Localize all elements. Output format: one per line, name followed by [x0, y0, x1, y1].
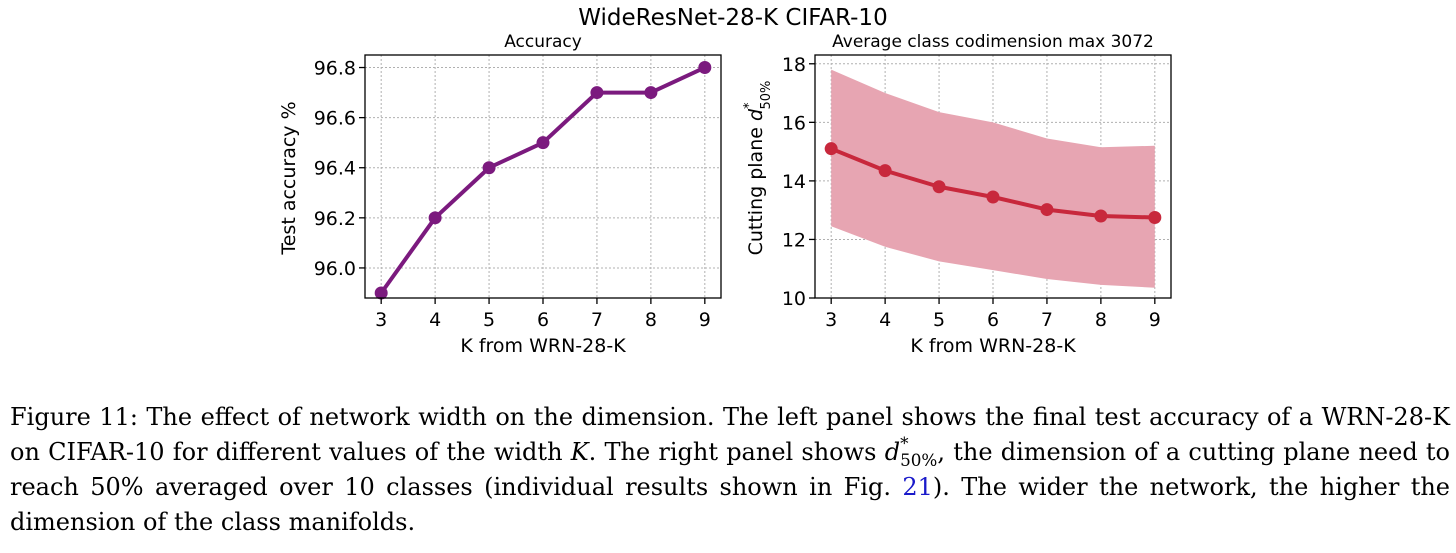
codimension-data-point [1094, 209, 1108, 223]
codimension-bands [831, 69, 1155, 288]
accuracy-data-point [698, 61, 712, 75]
caption-text-3: , the dimension of a cutting plane need … [10, 438, 1450, 501]
accuracy-x-tick-label: 3 [375, 309, 387, 331]
accuracy-x-axis-label: K from WRN-28-K [460, 335, 626, 357]
codimension-x-tick-label: 4 [879, 309, 891, 331]
accuracy-x-tick-label: 9 [699, 309, 711, 331]
codimension-y-axis-label: Cutting plane d* 50% [742, 81, 774, 256]
accuracy-data-point [428, 211, 442, 225]
codimension-confidence-band [831, 69, 1155, 288]
caption-d-sub: 50% [900, 449, 938, 470]
figure-reference-link[interactable]: 21 [902, 473, 933, 501]
codimension-markers [824, 142, 1162, 224]
codimension-x-tick-label: 7 [1041, 309, 1053, 331]
accuracy-y-axis-label: Test accuracy % [278, 101, 300, 255]
accuracy-x-tick-label: 8 [645, 309, 657, 331]
accuracy-y-tick-label: 96.8 [314, 58, 356, 80]
codimension-x-tick-label: 6 [987, 309, 999, 331]
accuracy-data-point [374, 286, 388, 300]
codimension-plot-frame [814, 54, 1172, 299]
codimension-data-point [824, 142, 838, 156]
caption-text-4: ). The wider the network, the higher the… [10, 473, 1451, 536]
codimension-x-tick-label: 3 [825, 309, 837, 331]
accuracy-data-point [482, 161, 496, 175]
caption-d-letter: d [884, 438, 901, 466]
codimension-x-tick-label: 9 [1149, 309, 1161, 331]
codimension-y-tick-label: 12 [782, 229, 806, 251]
codimension-data-point [878, 164, 892, 178]
accuracy-y-tick-label: 96.0 [314, 258, 356, 280]
codimension-x-tick-label: 8 [1095, 309, 1107, 331]
accuracy-x-tick-label: 4 [429, 309, 441, 331]
accuracy-y-tick-label: 96.6 [314, 108, 356, 130]
codimension-data-point [1040, 203, 1054, 217]
accuracy-ticks: 3 4 5 6 7 8 9 96.0 96.2 96.4 96.6 96.8 [314, 58, 711, 331]
accuracy-markers [374, 61, 712, 300]
caption-d-symbol: d * 50% [884, 433, 938, 470]
codimension-data-point [986, 190, 1000, 204]
accuracy-x-tick-label: 5 [483, 309, 495, 331]
accuracy-data-point [590, 86, 604, 100]
accuracy-grid [365, 55, 721, 298]
figure: WideResNet-28-K CIFAR-10 Accuracy K from… [278, 5, 1172, 357]
codimension-y-tick-label: 10 [782, 288, 806, 310]
codimension-data-point [932, 180, 946, 194]
accuracy-data-point [536, 136, 550, 150]
accuracy-data-point [644, 86, 658, 100]
caption-text-1: The effect of network width on the dimen… [10, 403, 1451, 466]
codimension-y-tick-label: 14 [782, 171, 806, 193]
caption-d-sup: * [900, 433, 909, 454]
accuracy-panel: Accuracy K from WRN-28-K Test accuracy %… [278, 32, 722, 357]
codimension-x-tick-label: 5 [933, 309, 945, 331]
accuracy-x-tick-label: 7 [591, 309, 603, 331]
figure-caption: Figure 11: The effect of network width o… [10, 400, 1450, 540]
codimension-panel: Average class codimension max 3072 K fro… [742, 32, 1172, 357]
codimension-ticks: 3 4 5 6 7 8 9 10 12 14 16 18 [782, 54, 1161, 331]
codimension-y-tick-label: 18 [782, 54, 806, 76]
accuracy-y-tick-label: 96.4 [314, 158, 356, 180]
caption-text-2: . The right panel shows [588, 438, 885, 466]
codimension-data-point [1148, 210, 1162, 224]
accuracy-panel-title: Accuracy [504, 32, 582, 52]
caption-k-symbol: K [570, 438, 589, 466]
caption-label: Figure 11: [10, 403, 138, 431]
accuracy-plot-frame [364, 54, 722, 299]
accuracy-y-tick-label: 96.2 [314, 208, 356, 230]
figure-suptitle: WideResNet-28-K CIFAR-10 [578, 5, 887, 31]
codimension-x-axis-label: K from WRN-28-K [910, 335, 1076, 357]
accuracy-x-tick-label: 6 [537, 309, 549, 331]
codimension-y-tick-label: 16 [782, 112, 806, 134]
codimension-panel-title: Average class codimension max 3072 [832, 32, 1154, 52]
